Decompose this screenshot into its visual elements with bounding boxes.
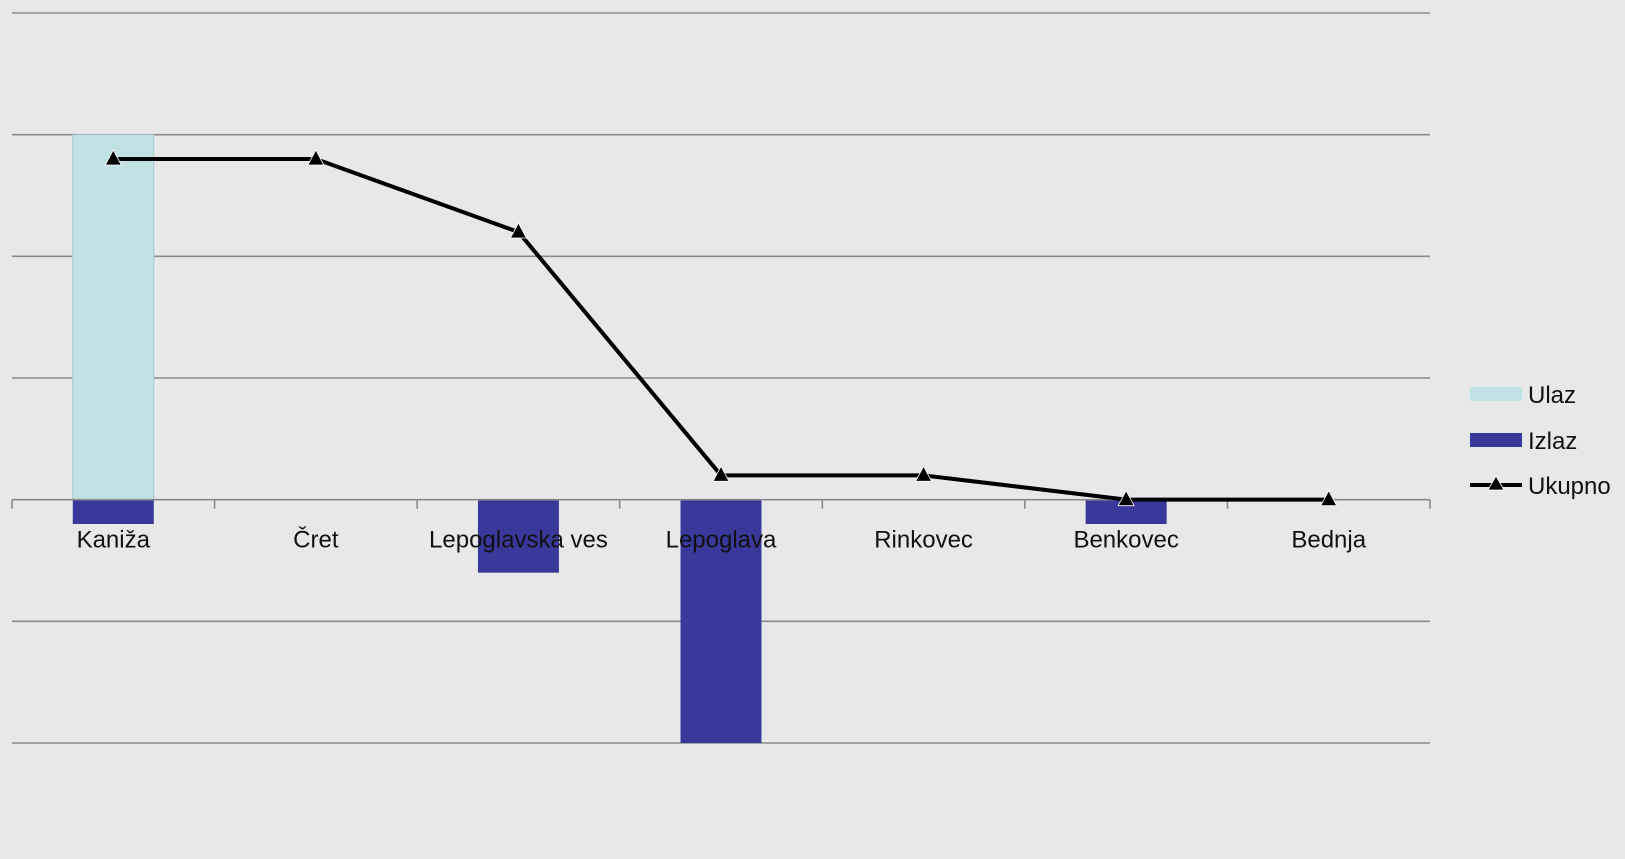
grid [12,12,1430,744]
category-label: Lepoglavska ves [429,527,608,554]
legend-label-ulaz: Ulaz [1528,382,1576,409]
legend-swatch-izlaz [1470,433,1522,447]
legend-label-ukupno: Ukupno [1528,473,1611,500]
ukupno-point [104,149,122,166]
legend-label-izlaz: Izlaz [1528,428,1577,455]
ukupno-line [113,157,1329,502]
category-label: Rinkovec [874,527,973,554]
category-label: Lepoglava [666,527,777,554]
legend: Ulaz Izlaz Ukupno [1470,382,1611,500]
category-label: Čret [293,526,339,554]
legend-swatch-ulaz [1470,387,1522,401]
series-ukupno-line [104,149,1338,507]
category-labels: Kaniža Čret Lepoglavska ves Lepoglava Rinkov… [77,526,1367,554]
ukupno-point [509,222,528,239]
bar-izlaz [477,499,559,573]
ukupno-point [914,465,933,482]
legend-swatch-ukupno-marker [1487,475,1505,491]
category-label: Kaniža [77,527,151,554]
ukupno-point [712,465,730,482]
series-izlaz-bars [72,499,1167,743]
ukupno-point [1117,489,1135,507]
bar-ulaz [72,134,155,501]
ukupno-point [1320,489,1338,507]
bar-izlaz [72,499,154,524]
ukupno-point [307,149,325,166]
category-label: Benkovec [1073,527,1178,554]
bar-izlaz [680,499,762,743]
series-ulaz-bars [72,134,155,501]
category-label: Bednja [1291,527,1366,554]
